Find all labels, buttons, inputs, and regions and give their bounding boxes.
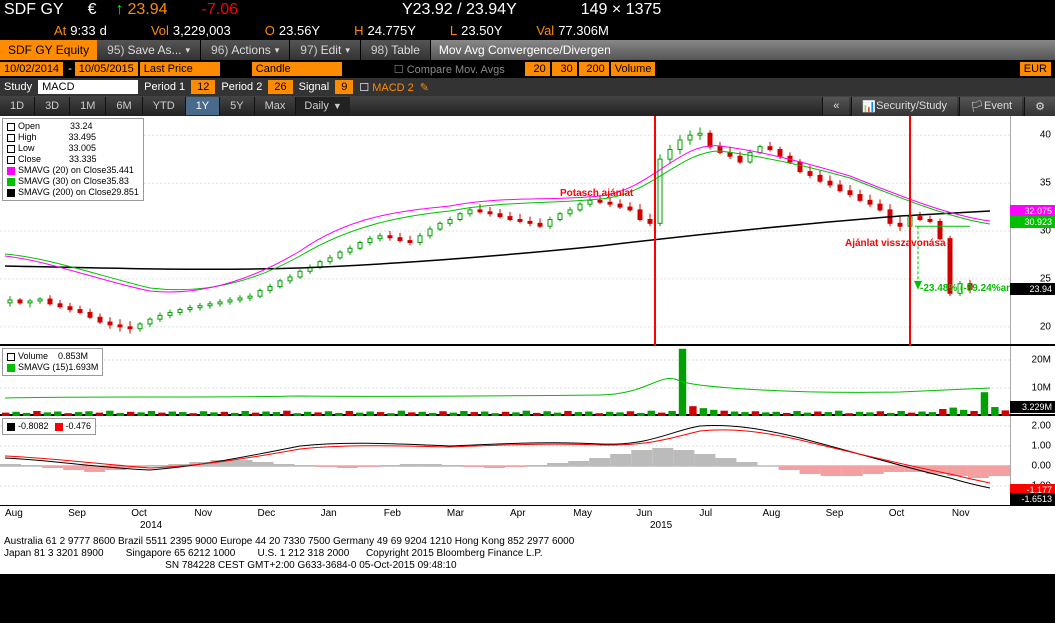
- macd-legend: -0.8082 -0.476: [2, 418, 96, 435]
- currency: €: [88, 1, 97, 19]
- price-legend: Open 33.24 High 33.495 Low 33.005 Close …: [2, 118, 144, 201]
- at-label: At: [54, 23, 66, 38]
- macd-chart[interactable]: -0.8082 -0.476 -1.000.001.002.00-1.177-1…: [0, 416, 1055, 506]
- volume-chart[interactable]: Volume 0.853M SMAVG (15) 1.693M 10M20M3.…: [0, 346, 1055, 416]
- event-btn[interactable]: 🏳 Event: [959, 97, 1022, 116]
- macd-yaxis: -1.000.001.002.00-1.177-1.6513: [1010, 416, 1055, 505]
- bidask: Y23.92 / 23.94Y: [402, 1, 517, 19]
- period2-label: Period 2: [217, 81, 266, 93]
- signal[interactable]: 9: [335, 80, 353, 94]
- svg-text:-23.48% (-99.24%ann.): -23.48% (-99.24%ann.): [920, 283, 1010, 294]
- svg-text:Ajánlat visszavonása: Ajánlat visszavonása: [845, 238, 946, 249]
- price: 23.94: [127, 1, 167, 19]
- menu-edit[interactable]: 97) Edit ▾: [290, 40, 361, 60]
- footer-line2: Japan 81 3 3201 8900 Singapore 65 6212 1…: [4, 548, 1051, 560]
- menu-save-as-[interactable]: 95) Save As... ▾: [97, 40, 201, 60]
- tab-5y[interactable]: 5Y: [220, 97, 254, 115]
- period1-label: Period 1: [140, 81, 189, 93]
- ma-20[interactable]: 20: [525, 62, 550, 76]
- settings-icon[interactable]: ⚙: [1024, 97, 1055, 116]
- value: 77.306M: [558, 23, 609, 38]
- time: 9:33: [70, 23, 95, 38]
- size: 149 × 1375: [581, 1, 662, 19]
- collapse-btn[interactable]: «: [822, 97, 849, 115]
- interval-select[interactable]: Daily▼: [296, 97, 349, 115]
- currency-sel[interactable]: EUR: [1020, 62, 1051, 76]
- ticker: SDF GY: [4, 1, 64, 19]
- tab-3d[interactable]: 3D: [35, 97, 70, 115]
- l-label: L: [450, 23, 457, 38]
- val-label: Val: [536, 23, 554, 38]
- arrow-icon: ↑: [115, 1, 123, 19]
- svg-text:Potasch ajánlat: Potasch ajánlat: [560, 188, 634, 199]
- tab-1d[interactable]: 1D: [0, 97, 35, 115]
- date-to[interactable]: 10/05/2015: [75, 62, 138, 76]
- study-row: Study MACD Period 1 12 Period 2 26 Signa…: [0, 78, 1055, 96]
- price-type[interactable]: Last Price: [140, 62, 220, 76]
- footer: Australia 61 2 9777 8600 Brazil 5511 239…: [0, 534, 1055, 574]
- equity-label[interactable]: SDF GY Equity: [0, 40, 97, 60]
- compare-label[interactable]: ☐ Compare Mov. Avgs: [394, 63, 505, 76]
- x-axis: AugSepOctNovDecJanFebMarAprMayJunJulAugS…: [0, 506, 1055, 534]
- header-row-1: SDF GY € ↑ 23.94 -7.06 Y23.92 / 23.94Y 1…: [0, 0, 1055, 20]
- timerange-tabs: 1D3D1M6MYTD1Y5YMax Daily▼ « 📊 Security/S…: [0, 96, 1055, 116]
- pencil-icon[interactable]: ✎: [420, 81, 429, 94]
- o-label: O: [265, 23, 275, 38]
- security-study-btn[interactable]: 📊 Security/Study: [851, 97, 957, 116]
- session: d: [100, 23, 107, 38]
- ma-30[interactable]: 30: [552, 62, 577, 76]
- low: 23.50Y: [461, 23, 502, 38]
- period1[interactable]: 12: [191, 80, 215, 94]
- ma-200[interactable]: 200: [579, 62, 609, 76]
- high: 24.775Y: [367, 23, 415, 38]
- open: 23.56Y: [279, 23, 320, 38]
- chart-title: Mov Avg Convergence/Divergen: [431, 40, 1055, 60]
- signal-label: Signal: [295, 81, 334, 93]
- tab-1y[interactable]: 1Y: [186, 97, 220, 115]
- study-name[interactable]: MACD: [38, 80, 138, 94]
- chart-area: Potasch ajánlat Ajánlat visszavonása -23.4…: [0, 116, 1055, 534]
- menu-table[interactable]: 98) Table: [361, 40, 431, 60]
- vol-label: Vol: [151, 23, 169, 38]
- date-from[interactable]: 10/02/2014: [0, 62, 63, 76]
- vol-yaxis: 10M20M3.229M: [1010, 346, 1055, 414]
- price-yaxis: 202530354032.07530.92323.94: [1010, 116, 1055, 344]
- menubar: SDF GY Equity 95) Save As... ▾96) Action…: [0, 40, 1055, 60]
- tab-6m[interactable]: 6M: [106, 97, 142, 115]
- h-label: H: [354, 23, 363, 38]
- footer-line3: SN 784228 CEST GMT+2:00 G633-3684-0 05-O…: [4, 560, 1051, 572]
- header-row-2: At 9:33 d Vol 3,229,003 O 23.56Y H 24.77…: [0, 20, 1055, 40]
- change: -7.06: [202, 1, 238, 19]
- tab-max[interactable]: Max: [255, 97, 297, 115]
- macd2-check[interactable]: ☐ MACD 2: [359, 81, 413, 94]
- volume: 3,229,003: [173, 23, 231, 38]
- price-chart[interactable]: Potasch ajánlat Ajánlat visszavonása -23.4…: [0, 116, 1055, 346]
- chart-type[interactable]: Candle: [252, 62, 342, 76]
- volume-legend: Volume 0.853M SMAVG (15) 1.693M: [2, 348, 103, 376]
- tab-ytd[interactable]: YTD: [143, 97, 186, 115]
- menu-actions[interactable]: 96) Actions ▾: [201, 40, 290, 60]
- period2[interactable]: 26: [268, 80, 292, 94]
- volume-toggle[interactable]: Volume: [611, 62, 656, 76]
- footer-line1: Australia 61 2 9777 8600 Brazil 5511 239…: [4, 536, 1051, 548]
- tab-1m[interactable]: 1M: [70, 97, 106, 115]
- date-toolbar: 10/02/2014 - 10/05/2015 Last Price Candl…: [0, 60, 1055, 78]
- study-label: Study: [0, 81, 36, 93]
